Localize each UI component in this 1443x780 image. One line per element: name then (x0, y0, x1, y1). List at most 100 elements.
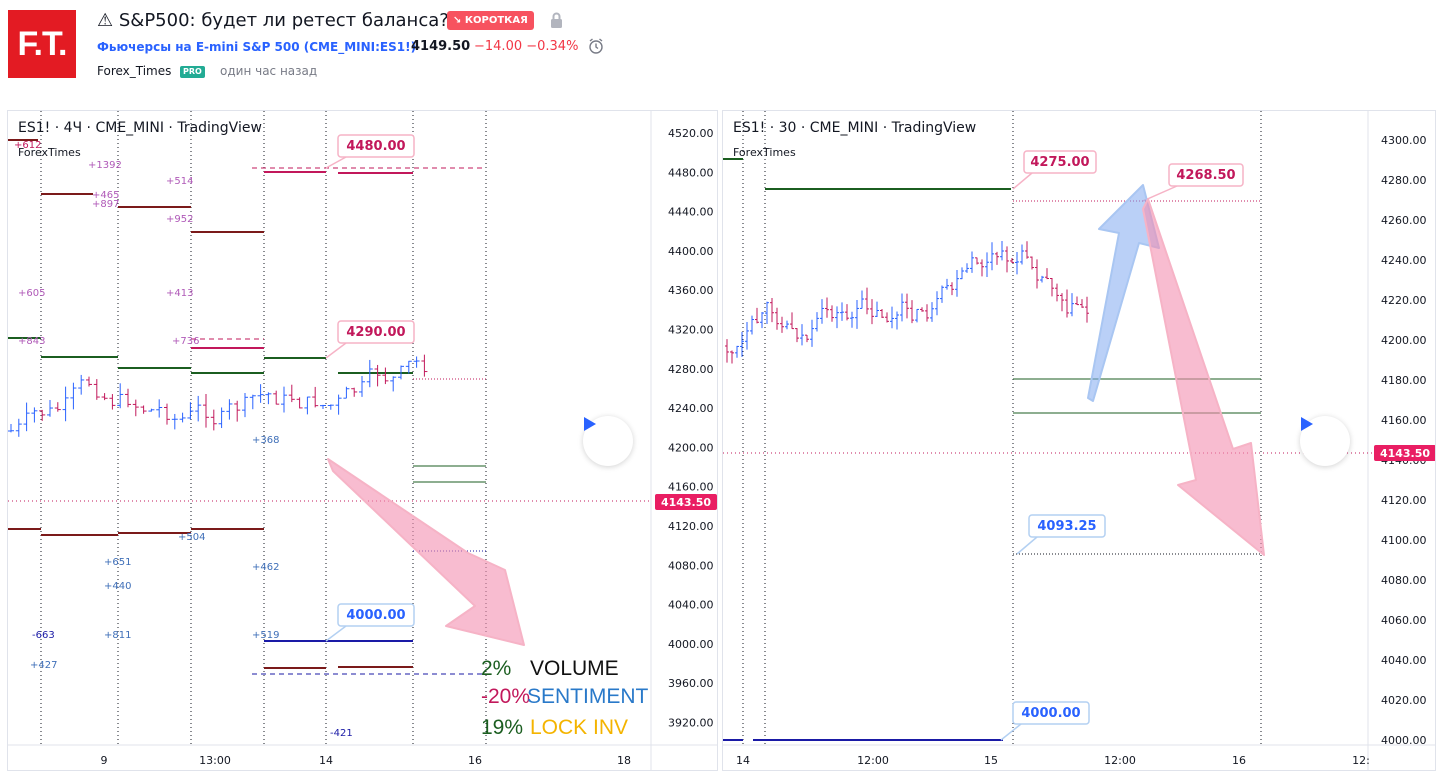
right-callout-4000-text: 4000.00 (1021, 706, 1080, 721)
right-callout-4275-text: 4275.00 (1030, 155, 1089, 170)
pro-badge: PRO (180, 66, 205, 78)
right-y-tick: 4200.00 (1381, 334, 1427, 347)
left-level-label: +514 (166, 176, 193, 187)
right-x-tick: 12:00 (857, 754, 889, 767)
left-callout-4480-pointer (325, 156, 347, 169)
left-level-label: +811 (104, 630, 131, 641)
left-level-label: +440 (104, 581, 131, 592)
left-y-tick: 4040.00 (668, 599, 714, 612)
right-y-tick: 4120.00 (1381, 494, 1427, 507)
left-callout-4290-pointer (325, 342, 347, 359)
left-callout-4000-pointer (325, 625, 347, 642)
stat-volume-pct: 2% (481, 657, 512, 680)
left-y-tick: 4400.00 (668, 245, 714, 258)
left-current-price-tag (655, 494, 717, 510)
right-y-tick: 4100.00 (1381, 534, 1427, 547)
left-chart-watermark: ForexTimes (18, 146, 81, 159)
left-x-tick: 13:00 (199, 754, 231, 767)
right-y-tick: 4280.00 (1381, 174, 1427, 187)
left-callout-4480-box (337, 134, 415, 158)
right-x-tick: 16 (1232, 754, 1246, 767)
idea-title: ⚠ S&P500: будет ли ретест баланса? (97, 10, 449, 31)
right-callout-4268-text: 4268.50 (1176, 168, 1235, 183)
left-level-label: +504 (178, 532, 205, 543)
left-y-tick: 3960.00 (668, 677, 714, 690)
right-y-tick: 4180.00 (1381, 374, 1427, 387)
right-y-tick: 4260.00 (1381, 214, 1427, 227)
right-callout-4000-box (1012, 701, 1090, 725)
right-callout-4275-pointer (1012, 172, 1033, 190)
left-level-label: +368 (252, 435, 279, 446)
publish-time: один час назад (220, 64, 318, 78)
stat-sentiment-pct: -20% (481, 685, 531, 708)
left-level-label: +427 (30, 660, 57, 671)
right-x-tick: 15 (984, 754, 998, 767)
right-y-tick: 4080.00 (1381, 574, 1427, 587)
left-chart-panel[interactable]: 4520.00 4480.00 4440.00 4400.00 4360.00 4320.… (7, 110, 718, 771)
alarm-clock-icon[interactable] (587, 37, 605, 55)
left-level-label: -421 (330, 728, 353, 739)
stat-lockinv-pct: 19% (481, 716, 524, 739)
left-y-tick: 4360.00 (668, 284, 714, 297)
play-icon (1301, 417, 1313, 431)
right-chart-symbol-label: ES1! · 30 · CME_MINI · TradingView (733, 120, 977, 136)
right-chart-watermark: ForexTimes (733, 146, 796, 159)
right-x-tick: 12: (1352, 754, 1370, 767)
left-x-tick: 9 (101, 754, 108, 767)
left-y-tick: 4080.00 (668, 559, 714, 572)
right-y-tick: 4300.00 (1381, 134, 1427, 147)
right-y-tick: 4220.00 (1381, 294, 1427, 307)
left-y-tick: 4440.00 (668, 206, 714, 219)
right-callout-4000-pointer (1000, 723, 1022, 741)
right-y-tick: 4060.00 (1381, 614, 1427, 627)
right-callout-4093-text: 4093.25 (1037, 519, 1096, 534)
left-level-label: +465 (92, 190, 119, 201)
left-level-label: +843 (18, 336, 45, 347)
left-level-label: +605 (18, 288, 45, 299)
left-y-tick: 4520.00 (668, 127, 714, 140)
right-y-tick: 4240.00 (1381, 254, 1427, 267)
direction-badge: ↘ КОРОТКАЯ (447, 11, 534, 30)
right-y-tick: 4040.00 (1381, 654, 1427, 667)
right-chart-canvas[interactable]: 4300.00 4280.00 4260.00 4240.00 4220.00 4200.… (723, 111, 1436, 771)
left-y-tick: 4480.00 (668, 166, 714, 179)
stat-sentiment-name: SENTIMENT (527, 685, 649, 708)
left-y-tick: 3920.00 (668, 717, 714, 730)
left-chart-canvas[interactable]: 4520.00 4480.00 4440.00 4400.00 4360.00 4320.… (8, 111, 718, 771)
right-callout-4268-box (1168, 163, 1244, 187)
left-y-tick: 4120.00 (668, 520, 714, 533)
right-down-arrow (1142, 198, 1265, 556)
left-level-label: +1392 (88, 160, 122, 171)
left-y-tick: 4000.00 (668, 638, 714, 651)
left-x-tick: 18 (617, 754, 631, 767)
author-name[interactable]: Forex_Times (97, 64, 172, 78)
left-callout-4000-text: 4000.00 (346, 608, 405, 623)
left-play-button[interactable] (583, 416, 633, 466)
right-play-button[interactable] (1300, 416, 1350, 466)
left-x-tick: 16 (468, 754, 482, 767)
left-y-tick: 4320.00 (668, 324, 714, 337)
left-level-label: +897 (92, 199, 119, 210)
last-price: 4149.50 (411, 39, 471, 54)
left-level-label: +413 (166, 288, 193, 299)
left-level-label: -663 (32, 630, 55, 641)
left-level-label: +736 (172, 336, 199, 347)
left-level-label: +462 (252, 562, 279, 573)
left-y-tick: 4280.00 (668, 363, 714, 376)
right-current-price-tag (1374, 445, 1435, 461)
play-icon (584, 417, 596, 431)
right-callout-4093-pointer (1016, 536, 1038, 555)
right-chart-panel[interactable]: 4300.00 4280.00 4260.00 4240.00 4220.00 4200.… (722, 110, 1436, 771)
left-chart-symbol-label: ES1! · 4Ч · CME_MINI · TradingView (18, 120, 262, 136)
author-logo[interactable]: F.T. (8, 10, 76, 78)
left-level-label: +952 (166, 214, 193, 225)
stat-volume-name: VOLUME (530, 657, 619, 680)
left-callout-4290-text: 4290.00 (346, 325, 405, 340)
left-y-tick: 4160.00 (668, 481, 714, 494)
right-x-tick: 14 (736, 754, 750, 767)
left-level-label: +612 (14, 140, 41, 151)
symbol-link[interactable]: Фьючерсы на E-mini S&P 500 (CME_MINI:ES1… (97, 40, 417, 54)
right-y-tick: 4160.00 (1381, 414, 1427, 427)
left-current-price-text: 4143.50 (661, 496, 711, 509)
right-current-price-text: 4143.50 (1380, 447, 1430, 460)
